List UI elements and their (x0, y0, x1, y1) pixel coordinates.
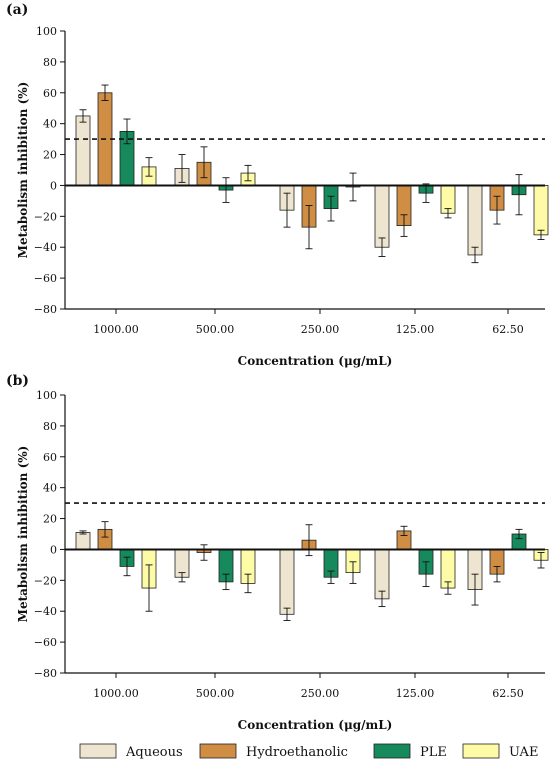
y-tick-label: 0 (50, 179, 57, 192)
legend-swatch-hydroethanolic (199, 743, 237, 759)
panel-label: (a) (6, 2, 28, 18)
bar-aqueous-1000.00 (75, 115, 91, 186)
y-tick-label: −60 (34, 636, 57, 649)
x-axis-title: Concentration (μg/mL) (238, 718, 393, 732)
panel-label: (b) (6, 373, 29, 389)
legend-label: Hydroethanolic (246, 745, 348, 760)
bar-aqueous-250.00 (279, 549, 295, 615)
legend-swatch-uae (462, 743, 500, 759)
y-tick-label: −20 (34, 574, 57, 587)
y-tick-label: −60 (34, 272, 57, 285)
bar-aqueous-62.50 (467, 185, 483, 256)
legend-label: Aqueous (125, 745, 183, 760)
x-tick-label: 1000.00 (93, 687, 139, 700)
y-tick-label: 60 (43, 451, 57, 464)
x-tick-label: 125.00 (396, 323, 435, 336)
y-axis-title: Metabolism inhibition (%) (16, 82, 30, 259)
bar-uae-62.50 (533, 185, 549, 236)
y-tick-label: −80 (34, 303, 57, 316)
x-tick-label: 62.50 (492, 323, 524, 336)
y-tick-label: 100 (36, 25, 57, 38)
bar-aqueous-1000.00 (75, 532, 91, 550)
legend-label: UAE (509, 745, 538, 760)
y-tick-label: −40 (34, 241, 57, 254)
legend-swatch-aqueous (79, 743, 117, 759)
panel-b-chart: (b) −80 −60 −40 −20 0 20 40 60 80 100 Metabolism in… (6, 373, 549, 732)
x-tick-label: 1000.00 (93, 323, 139, 336)
y-tick-label: −20 (34, 210, 57, 223)
y-tick-label: 100 (36, 389, 57, 402)
y-tick-label: 80 (43, 420, 57, 433)
x-tick-label: 250.00 (301, 323, 340, 336)
x-tick-label: 250.00 (301, 687, 340, 700)
legend: Aqueous Hydroethanolic PLE UAE (79, 743, 538, 760)
panel-a-chart: (a) −80 −60 −40 −20 0 20 40 60 80 100 Metabolism in… (6, 2, 549, 368)
x-tick-label: 62.50 (492, 687, 524, 700)
y-tick-label: 0 (50, 543, 57, 556)
y-tick-label: 20 (43, 149, 57, 162)
y-tick-label: 60 (43, 87, 57, 100)
legend-swatch-ple (373, 743, 411, 759)
y-axis-title: Metabolism inhibition (%) (16, 446, 30, 623)
x-tick-label: 125.00 (396, 687, 435, 700)
x-tick-label: 500.00 (196, 687, 235, 700)
y-tick-label: 40 (43, 482, 57, 495)
x-axis-title: Concentration (μg/mL) (238, 354, 393, 368)
y-tick-label: 80 (43, 56, 57, 69)
y-tick-label: −40 (34, 605, 57, 618)
y-tick-label: 40 (43, 118, 57, 131)
y-tick-label: 20 (43, 513, 57, 526)
x-tick-label: 500.00 (196, 323, 235, 336)
y-tick-label: −80 (34, 667, 57, 680)
legend-label: PLE (420, 745, 447, 760)
